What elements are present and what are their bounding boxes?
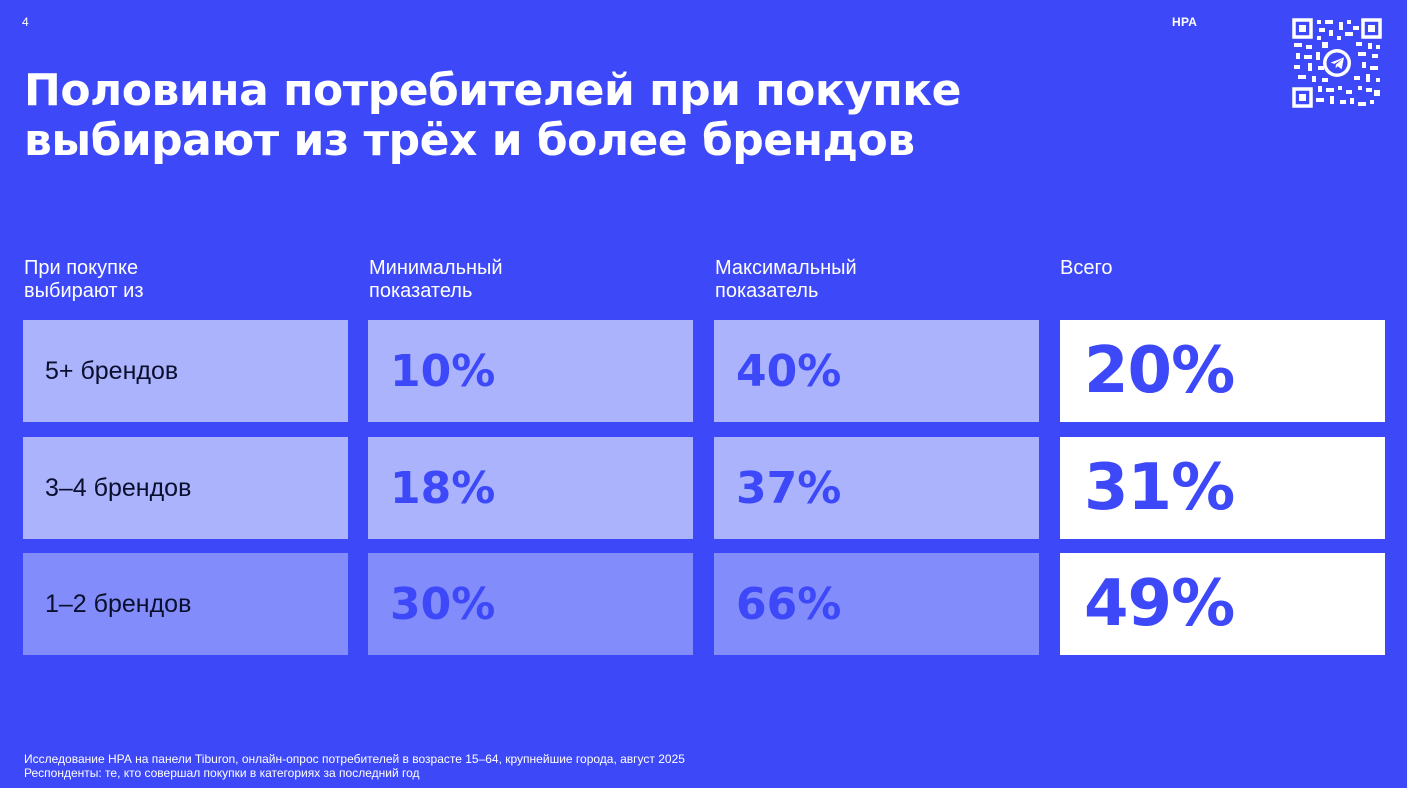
cell-max-1-2: 66%	[714, 553, 1039, 655]
page-number: 4	[22, 15, 29, 29]
cell-max-5plus: 40%	[714, 320, 1039, 422]
row-label-5plus: 5+ брендов	[23, 320, 348, 422]
title-line-2: выбирают из трёх и более брендов	[24, 115, 915, 166]
brand-logo: НРА	[1172, 15, 1198, 29]
telegram-icon	[1323, 49, 1351, 77]
cell-max-3-4: 37%	[714, 437, 1039, 539]
qr-code-icon[interactable]	[1292, 18, 1382, 108]
cell-total-5plus: 20%	[1060, 320, 1385, 422]
cell-min-1-2: 30%	[368, 553, 693, 655]
title-line-1: Половина потребителей при покупке	[24, 65, 962, 116]
cell-total-1-2: 49%	[1060, 553, 1385, 655]
page-title: Половина потребителей при покупке выбира…	[24, 66, 1124, 166]
footnote: Исследование НРА на панели Tiburon, онла…	[24, 752, 685, 780]
footnote-line-2: Респонденты: те, кто совершал покупки в …	[24, 766, 420, 780]
row-label-1-2: 1–2 брендов	[23, 553, 348, 655]
column-header-max: Максимальный показатель	[715, 257, 857, 302]
cell-total-3-4: 31%	[1060, 437, 1385, 539]
column-header-min: Минимальный показатель	[369, 257, 503, 302]
column-header-total: Всего	[1060, 257, 1113, 279]
column-header-label: При покупке выбирают из	[24, 257, 144, 302]
footnote-line-1: Исследование НРА на панели Tiburon, онла…	[24, 752, 685, 766]
cell-min-3-4: 18%	[368, 437, 693, 539]
cell-min-5plus: 10%	[368, 320, 693, 422]
row-label-3-4: 3–4 брендов	[23, 437, 348, 539]
